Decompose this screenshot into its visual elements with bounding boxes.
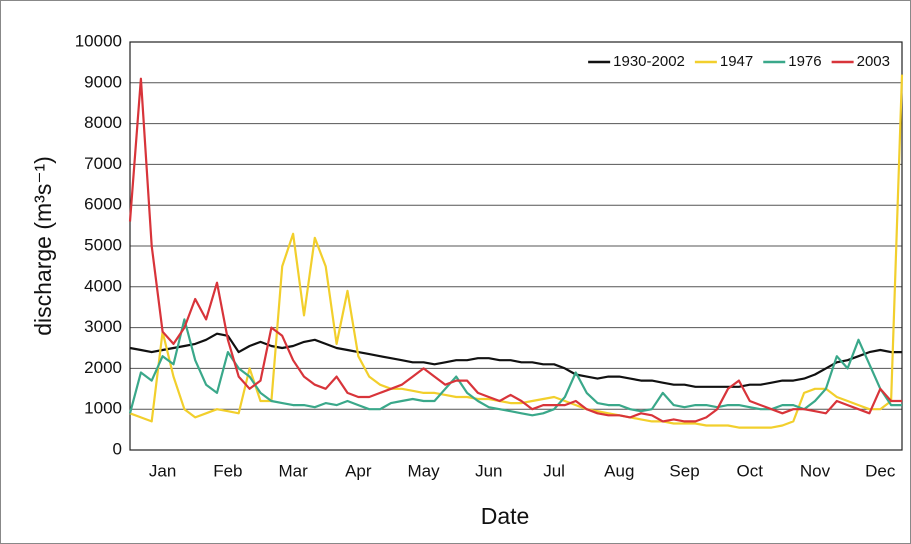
x-axis-label: Date [481, 503, 530, 529]
y-tick-label: 4000 [84, 276, 122, 295]
y-tick-label: 1000 [84, 399, 122, 418]
y-tick-label: 7000 [84, 154, 122, 173]
x-tick-label: Mar [278, 461, 308, 480]
x-tick-label: Aug [604, 461, 634, 480]
y-tick-label: 5000 [84, 235, 122, 254]
series-line [128, 318, 902, 417]
y-axis-label: discharge (m³s⁻¹) [30, 156, 56, 336]
x-tick-label: Sep [669, 461, 699, 480]
legend: 1930-2002 1947 1976 2003 [588, 53, 890, 70]
legend-label: 1947 [720, 53, 753, 70]
series-line [129, 332, 902, 388]
y-tick-label: 2000 [84, 358, 122, 377]
legend-label: 1930-2002 [613, 53, 685, 70]
y-tick-label: 3000 [84, 317, 122, 336]
y-tick-label: 10000 [75, 31, 122, 50]
x-tick-label: Apr [345, 461, 372, 480]
legend-label: 2003 [857, 53, 890, 70]
x-tick-label: Jul [543, 461, 565, 480]
series-line [129, 74, 904, 429]
y-tick-label: 9000 [84, 72, 122, 91]
x-tick-label: Jun [475, 461, 502, 480]
x-tick-label: Oct [737, 461, 764, 480]
y-tick-label: 0 [113, 439, 122, 458]
x-tick-label: Feb [213, 461, 242, 480]
plot-area [129, 41, 903, 451]
y-tick-label: 6000 [84, 195, 122, 214]
x-tick-label: Dec [865, 461, 896, 480]
x-tick-label: Jan [149, 461, 176, 480]
series-line [128, 77, 902, 423]
x-tick-label: May [408, 461, 441, 480]
x-tick-label: Nov [800, 461, 831, 480]
legend-label: 1976 [788, 53, 821, 70]
y-tick-label: 8000 [84, 113, 122, 132]
